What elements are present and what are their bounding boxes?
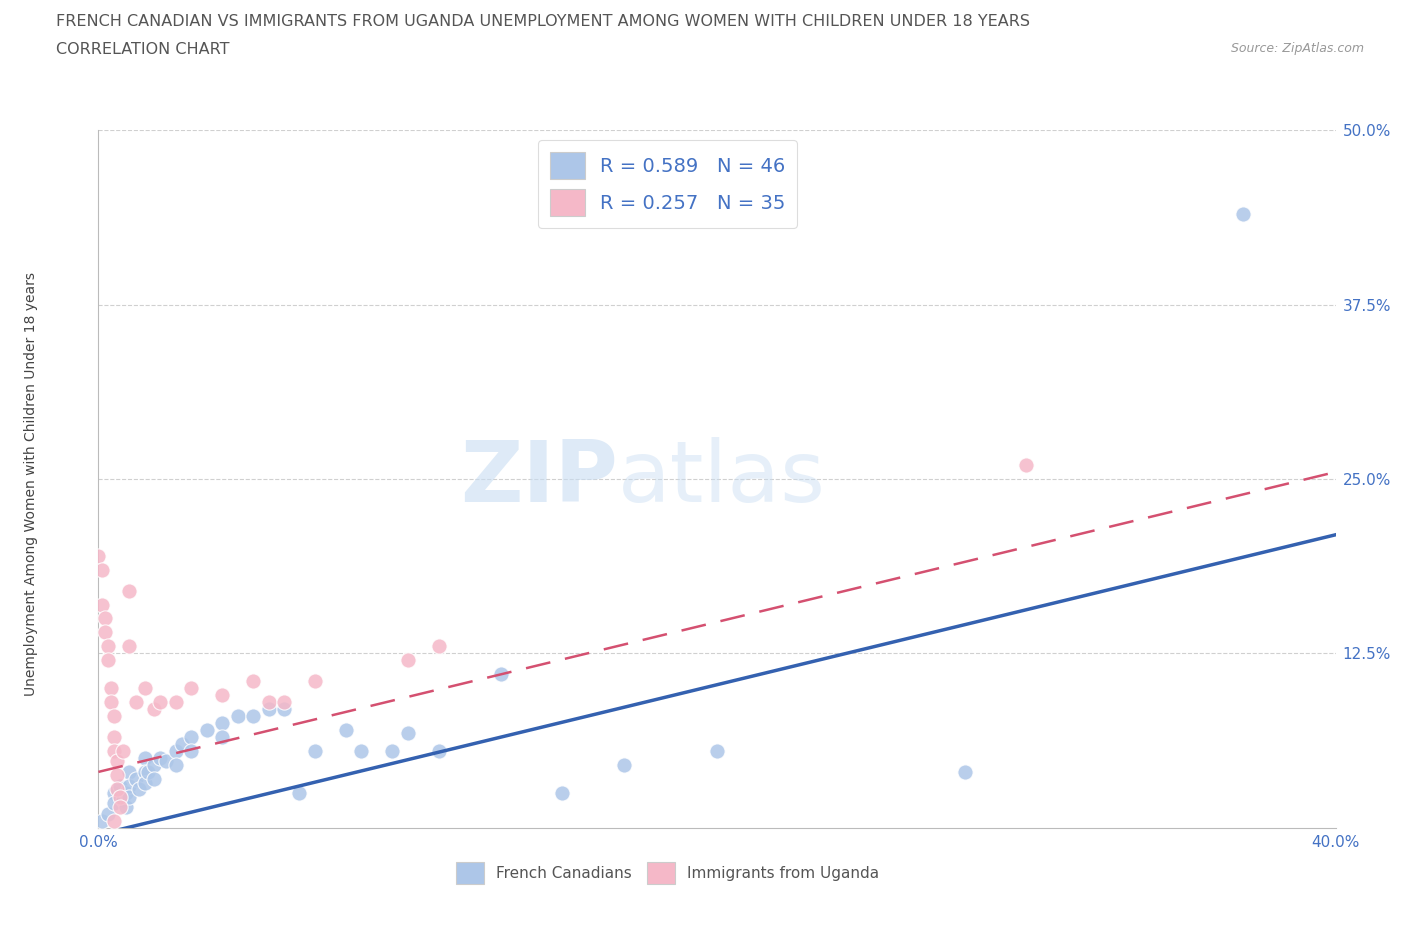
Point <box>93 611 115 626</box>
Point <box>103 709 125 724</box>
Point <box>195 723 218 737</box>
Text: FRENCH CANADIAN VS IMMIGRANTS FROM UGANDA UNEMPLOYMENT AMONG WOMEN WITH CHILDREN: FRENCH CANADIAN VS IMMIGRANTS FROM UGAND… <box>56 14 1031 29</box>
Point <box>288 785 311 800</box>
Point <box>396 725 419 740</box>
Point <box>134 751 156 765</box>
Point <box>100 695 122 710</box>
Point <box>115 800 138 815</box>
Point <box>1232 206 1254 221</box>
Point <box>396 653 419 668</box>
Point <box>112 792 135 807</box>
Point <box>551 785 574 800</box>
Point <box>90 813 112 829</box>
Point <box>118 790 141 804</box>
Point <box>242 709 264 724</box>
Point <box>706 744 728 759</box>
Point <box>489 667 512 682</box>
Point <box>149 695 172 710</box>
Point <box>90 597 112 612</box>
Point <box>108 790 131 804</box>
Point <box>103 729 125 744</box>
Point <box>165 695 187 710</box>
Point <box>97 653 120 668</box>
Point <box>118 639 141 654</box>
Point <box>90 562 112 577</box>
Point <box>93 625 115 640</box>
Point <box>108 778 131 793</box>
Point <box>97 639 120 654</box>
Point <box>257 695 280 710</box>
Point <box>1015 458 1038 472</box>
Point <box>112 744 135 759</box>
Point <box>124 772 146 787</box>
Point <box>128 781 150 796</box>
Text: atlas: atlas <box>619 437 827 521</box>
Point <box>134 764 156 779</box>
Point <box>143 702 166 717</box>
Point <box>155 753 177 768</box>
Point <box>143 757 166 772</box>
Point <box>103 785 125 800</box>
Point <box>118 764 141 779</box>
Point <box>108 800 131 815</box>
Text: CORRELATION CHART: CORRELATION CHART <box>56 42 229 57</box>
Point <box>149 751 172 765</box>
Point <box>105 781 128 796</box>
Legend: French Canadians, Immigrants from Uganda: French Canadians, Immigrants from Uganda <box>450 856 884 890</box>
Point <box>427 639 450 654</box>
Point <box>304 673 326 688</box>
Point <box>134 776 156 790</box>
Point <box>103 744 125 759</box>
Point <box>953 764 976 779</box>
Point <box>242 673 264 688</box>
Point <box>97 806 120 821</box>
Point <box>87 549 110 564</box>
Point <box>273 702 295 717</box>
Point <box>134 681 156 696</box>
Point <box>211 729 233 744</box>
Point <box>118 778 141 793</box>
Point <box>115 785 138 800</box>
Point <box>170 737 193 751</box>
Point <box>103 795 125 810</box>
Point <box>226 709 249 724</box>
Point <box>211 716 233 731</box>
Point <box>165 757 187 772</box>
Text: ZIP: ZIP <box>460 437 619 521</box>
Point <box>350 744 373 759</box>
Point <box>165 744 187 759</box>
Point <box>180 729 202 744</box>
Point <box>180 681 202 696</box>
Point <box>136 764 159 779</box>
Point <box>103 813 125 829</box>
Point <box>118 583 141 598</box>
Point <box>100 681 122 696</box>
Point <box>273 695 295 710</box>
Point <box>257 702 280 717</box>
Point <box>211 688 233 703</box>
Text: Unemployment Among Women with Children Under 18 years: Unemployment Among Women with Children U… <box>24 272 38 696</box>
Point <box>427 744 450 759</box>
Point <box>304 744 326 759</box>
Point <box>613 757 636 772</box>
Point <box>180 744 202 759</box>
Point <box>143 772 166 787</box>
Point <box>335 723 357 737</box>
Point <box>105 767 128 782</box>
Text: Source: ZipAtlas.com: Source: ZipAtlas.com <box>1230 42 1364 55</box>
Point <box>105 753 128 768</box>
Point <box>381 744 404 759</box>
Point <box>124 695 146 710</box>
